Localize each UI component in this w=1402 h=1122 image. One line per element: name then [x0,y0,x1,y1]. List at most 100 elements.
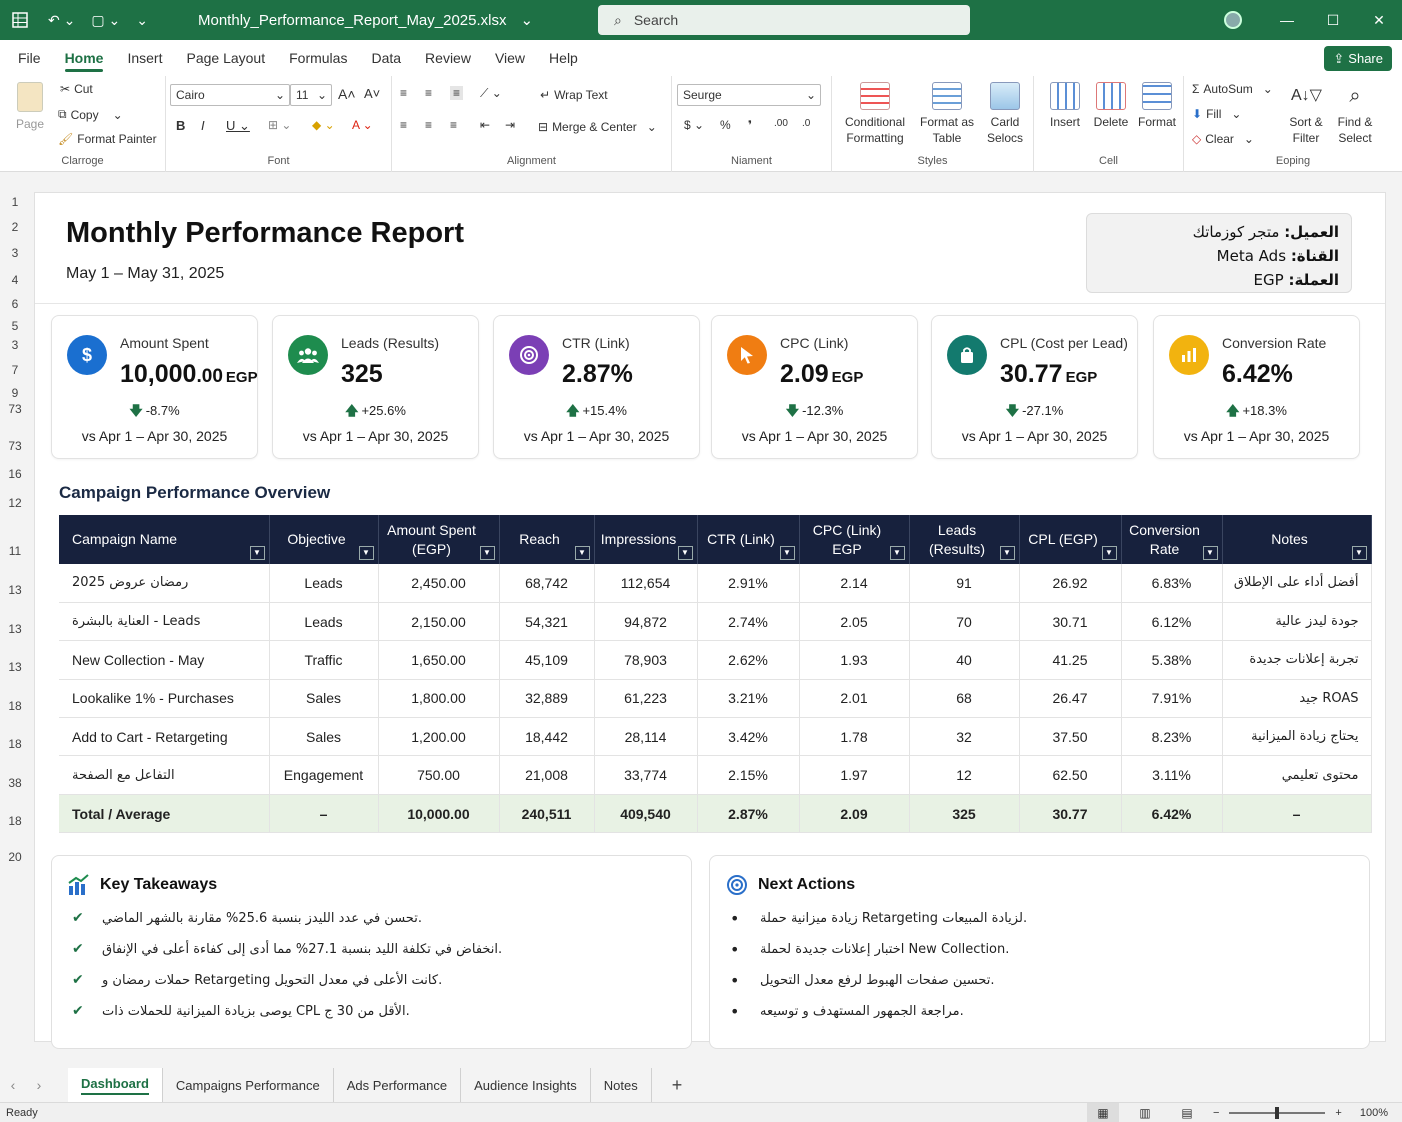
row-number[interactable]: 6 [11,297,19,311]
table-cell[interactable]: 2.01 [799,679,910,719]
zoom-in-icon[interactable]: + [1335,1107,1342,1119]
table-cell[interactable]: أفضل أداء على الإطلاق [1222,564,1372,603]
table-cell[interactable]: 37.50 [1019,717,1122,757]
table-cell[interactable]: رمضان عروض 2025 [59,564,270,603]
font-color-icon[interactable]: A ⌄ [352,118,373,132]
table-row[interactable]: العناية بالبشرة - Leads Leads 2,150.00 54,3… [59,602,1372,642]
menu-formulas[interactable]: Formulas [289,50,348,66]
menu-help[interactable]: Help [549,50,578,66]
table-cell[interactable]: 1.93 [799,640,910,680]
column-header[interactable]: Notes ▼ [1222,515,1372,564]
table-cell[interactable]: 8.23% [1121,717,1223,757]
merge-center-button[interactable]: ⊟ Merge & Center ⌄ [538,120,657,134]
table-cell[interactable]: 2.91% [697,564,800,603]
filter-dropdown-icon[interactable]: ▼ [479,546,495,560]
table-cell[interactable]: 2.74% [697,602,800,642]
table-cell[interactable]: 54,321 [499,602,595,642]
decrease-indent-icon[interactable]: ⇤ [480,118,491,132]
column-header[interactable]: CTR (Link) ▼ [697,515,800,564]
clear-button[interactable]: ◇ Clear ⌄ [1192,132,1254,146]
table-cell[interactable]: Lookalike 1% - Purchases [59,679,270,719]
filter-dropdown-icon[interactable]: ▼ [677,546,693,560]
file-name[interactable]: Monthly_Performance_Report_May_2025.xlsx… [198,0,533,40]
table-cell[interactable]: يحتاج زيادة الميزانية [1222,717,1372,757]
borders-icon[interactable]: ⊞ ⌄ [268,118,292,132]
menu-page-layout[interactable]: Page Layout [186,50,266,66]
row-number[interactable]: 3 [11,246,19,260]
add-sheet-icon[interactable]: + [671,1074,683,1095]
column-header[interactable]: Amount Spent (EGP) ▼ [378,515,500,564]
sheet-tab-notes[interactable]: Notes [591,1068,652,1102]
table-cell[interactable]: 68 [909,679,1020,719]
row-number[interactable]: 9 [11,386,19,400]
table-cell[interactable]: 2.62% [697,640,800,680]
underline-icon[interactable]: U ⌄ [226,118,250,133]
table-cell[interactable]: – [1222,794,1372,834]
align-top-icon[interactable]: ≡ [400,86,408,100]
page-break-view-icon[interactable]: ▤ [1181,1106,1193,1120]
row-number[interactable]: 5 [11,319,19,333]
table-cell[interactable]: 40 [909,640,1020,680]
table-cell[interactable]: 7.91% [1121,679,1223,719]
table-cell[interactable]: 78,903 [594,640,698,680]
cut-button[interactable]: ✂ Cut [60,82,93,96]
table-cell[interactable]: 68,742 [499,564,595,603]
table-cell[interactable]: 30.71 [1019,602,1122,642]
undo-icon[interactable]: ↶ ⌄ [48,11,76,28]
table-cell[interactable]: 10,000.00 [378,794,500,834]
table-cell[interactable]: 26.92 [1019,564,1122,603]
table-cell[interactable]: 112,654 [594,564,698,603]
kpi-card-cpl[interactable]: CPL (Cost per Lead) 30.77 EGP 🡇 -27.1% vs … [931,315,1138,459]
decrease-font-icon[interactable]: A˅ [364,86,381,101]
share-button[interactable]: ⇪ Share [1324,46,1392,71]
column-header[interactable]: CPL (EGP) ▼ [1019,515,1122,564]
table-cell[interactable]: 3.21% [697,679,800,719]
menu-view[interactable]: View [494,50,526,66]
row-number[interactable]: 18 [8,737,22,751]
table-cell[interactable]: 28,114 [594,717,698,757]
align-right-icon[interactable]: ≡ [450,118,458,132]
sheet-tab-campaigns-performance[interactable]: Campaigns Performance [163,1068,334,1102]
find-select-button[interactable]: ⌕ Find & Select [1332,82,1378,146]
table-cell[interactable]: 750.00 [378,755,500,795]
table-row[interactable]: Lookalike 1% - Purchases Sales 1,800.00 32,… [59,679,1372,719]
table-cell[interactable]: 3.42% [697,717,800,757]
copy-button[interactable]: ⧉ Copy ⌄ [58,107,123,122]
row-number[interactable]: 16 [8,467,22,481]
row-number[interactable]: 11 [8,544,22,558]
table-cell[interactable]: 1,200.00 [378,717,500,757]
table-cell[interactable]: 2.14 [799,564,910,603]
page-layout-view-icon[interactable]: ▥ [1139,1106,1151,1120]
table-cell[interactable]: 240,511 [499,794,595,834]
table-cell[interactable]: 32 [909,717,1020,757]
table-cell[interactable]: 94,872 [594,602,698,642]
table-cell[interactable]: 325 [909,794,1020,834]
row-number[interactable]: 18 [8,699,22,713]
row-number[interactable]: 18 [8,814,22,828]
zoom-level[interactable]: 100% [1359,1107,1388,1119]
column-header[interactable]: Conversion Rate ▼ [1121,515,1223,564]
table-cell[interactable]: 2.87% [697,794,800,834]
app-grid-icon[interactable] [0,0,40,40]
increase-indent-icon[interactable]: ⇥ [505,118,516,132]
row-number[interactable]: 2 [11,220,19,234]
conditional-formatting-button[interactable]: Conditional Formatting [836,82,914,146]
table-cell[interactable]: 91 [909,564,1020,603]
zoom-out-icon[interactable]: − [1212,1107,1220,1119]
save-icon[interactable]: ▢ ⌄ [91,11,121,28]
kpi-card-leads[interactable]: Leads (Results) 325 🡅 +25.6% vs Apr 1 – A… [272,315,479,459]
bold-icon[interactable]: B [176,118,186,133]
sheet-tab-audience-insights[interactable]: Audience Insights [461,1068,591,1102]
table-cell[interactable]: 33,774 [594,755,698,795]
table-cell[interactable]: جودة ليدز عالية [1222,602,1372,642]
table-cell[interactable]: 70 [909,602,1020,642]
column-header[interactable]: Impressions ▼ [594,515,698,564]
table-cell[interactable]: 21,008 [499,755,595,795]
filter-dropdown-icon[interactable]: ▼ [1101,546,1117,560]
paste-button[interactable]: Page [10,82,50,132]
table-cell[interactable]: 12 [909,755,1020,795]
format-cells-button[interactable]: Format [1134,82,1180,130]
menu-insert[interactable]: Insert [127,50,163,66]
cell-styles-button[interactable]: Carld Selocs [978,82,1032,146]
table-cell[interactable]: Traffic [269,640,379,680]
